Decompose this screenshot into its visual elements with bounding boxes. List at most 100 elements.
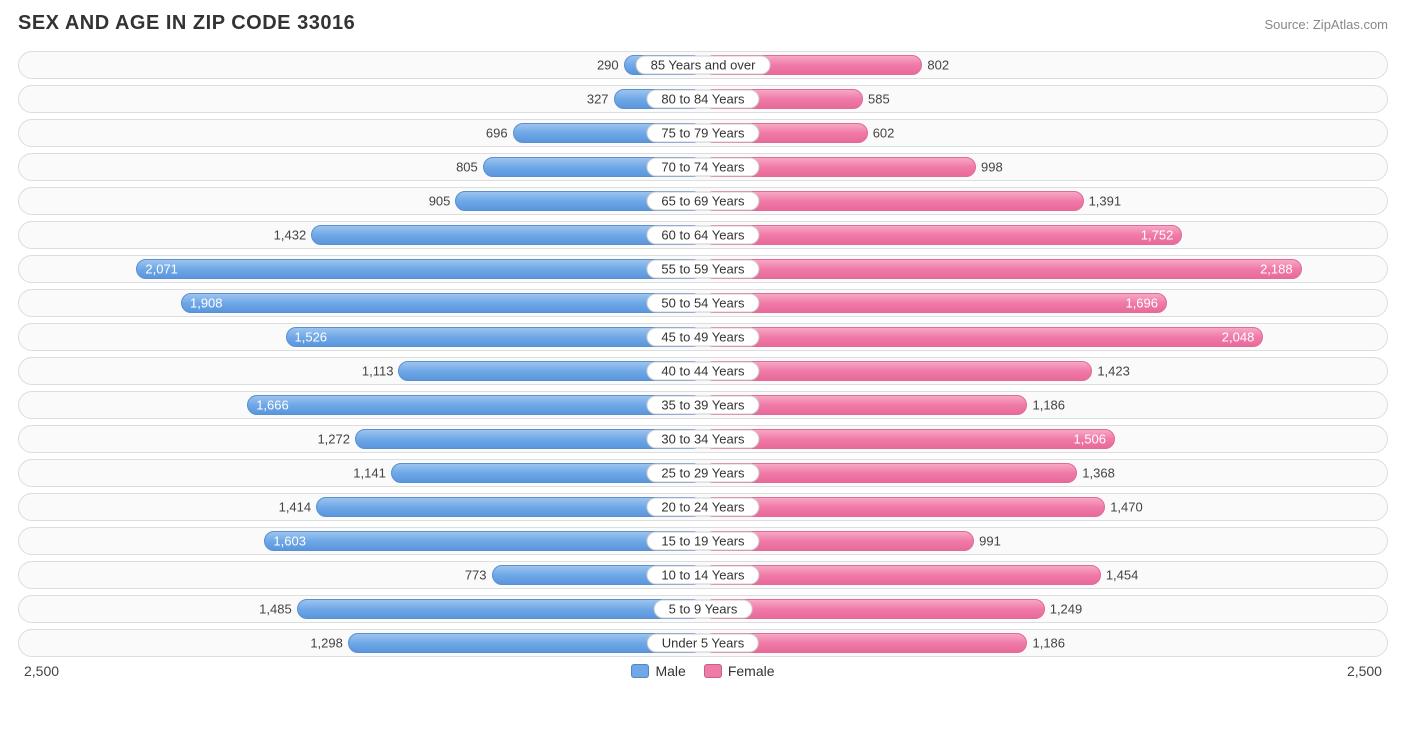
- pyramid-row: 327 585 80 to 84 Years: [18, 85, 1388, 113]
- pyramid-row: 1,1131,42340 to 44 Years: [18, 357, 1388, 385]
- male-bar: 1,603: [264, 531, 703, 551]
- male-value-label: 2,071: [145, 262, 178, 277]
- chart-legend: Male Female: [631, 663, 774, 679]
- pyramid-row: 1,4141,47020 to 24 Years: [18, 493, 1388, 521]
- male-value-label: 1,603: [273, 534, 306, 549]
- population-pyramid-chart: 290 802 85 Years and over 327 585 80 to 84 Ye…: [18, 51, 1388, 657]
- legend-male-label: Male: [655, 663, 685, 679]
- male-bar: 1,432: [311, 225, 703, 245]
- axis-max-left: 2,500: [24, 663, 59, 679]
- pyramid-row: 696 602 75 to 79 Years: [18, 119, 1388, 147]
- female-value-label: 1,470: [1110, 500, 1143, 515]
- age-category-label: 70 to 74 Years: [646, 158, 759, 177]
- female-value-label: 1,368: [1082, 466, 1115, 481]
- female-value-label: 998: [981, 160, 1003, 175]
- female-bar: 1,454: [703, 565, 1101, 585]
- legend-female: Female: [704, 663, 775, 679]
- chart-footer: 2,500 Male Female 2,500: [18, 663, 1388, 679]
- age-category-label: 10 to 14 Years: [646, 566, 759, 585]
- female-value-label: 1,391: [1089, 194, 1122, 209]
- age-category-label: Under 5 Years: [647, 634, 759, 653]
- pyramid-row: 1,526 2,048 45 to 49 Years: [18, 323, 1388, 351]
- male-bar: 1,414: [316, 497, 703, 517]
- male-value-label: 1,485: [259, 602, 292, 617]
- age-category-label: 55 to 59 Years: [646, 260, 759, 279]
- age-category-label: 20 to 24 Years: [646, 498, 759, 517]
- pyramid-row: 7731,45410 to 14 Years: [18, 561, 1388, 589]
- pyramid-row: 1,60399115 to 19 Years: [18, 527, 1388, 555]
- female-bar: 1,470: [703, 497, 1105, 517]
- legend-male: Male: [631, 663, 685, 679]
- chart-source: Source: ZipAtlas.com: [1264, 17, 1388, 32]
- female-value-label: 1,752: [1141, 228, 1174, 243]
- pyramid-row: 1,1411,36825 to 29 Years: [18, 459, 1388, 487]
- female-bar: 1,391: [703, 191, 1084, 211]
- male-bar: 1,666: [247, 395, 703, 415]
- male-swatch-icon: [631, 664, 649, 678]
- male-value-label: 905: [429, 194, 451, 209]
- male-value-label: 1,272: [317, 432, 350, 447]
- male-value-label: 1,432: [274, 228, 307, 243]
- female-value-label: 2,048: [1222, 330, 1255, 345]
- age-category-label: 5 to 9 Years: [654, 600, 753, 619]
- female-bar: 1,423: [703, 361, 1092, 381]
- pyramid-row: 805 998 70 to 74 Years: [18, 153, 1388, 181]
- age-category-label: 15 to 19 Years: [646, 532, 759, 551]
- female-value-label: 1,423: [1097, 364, 1130, 379]
- male-value-label: 696: [486, 126, 508, 141]
- pyramid-row: 1,432 1,752 60 to 64 Years: [18, 221, 1388, 249]
- male-value-label: 1,414: [279, 500, 312, 515]
- age-category-label: 85 Years and over: [636, 56, 771, 75]
- male-value-label: 290: [597, 58, 619, 73]
- female-bar: 1,752: [703, 225, 1182, 245]
- male-value-label: 773: [465, 568, 487, 583]
- age-category-label: 75 to 79 Years: [646, 124, 759, 143]
- female-value-label: 2,188: [1260, 262, 1293, 277]
- male-bar: 1,526: [286, 327, 704, 347]
- age-category-label: 35 to 39 Years: [646, 396, 759, 415]
- pyramid-row: 1,272 1,506 30 to 34 Years: [18, 425, 1388, 453]
- axis-max-right: 2,500: [1347, 663, 1382, 679]
- male-value-label: 1,526: [295, 330, 328, 345]
- female-bar: 2,048: [703, 327, 1263, 347]
- pyramid-row: 1,908 1,696 50 to 54 Years: [18, 289, 1388, 317]
- pyramid-row: 2,071 2,188 55 to 59 Years: [18, 255, 1388, 283]
- female-value-label: 1,454: [1106, 568, 1139, 583]
- chart-title: SEX AND AGE IN ZIP CODE 33016: [18, 12, 355, 35]
- male-bar: 1,485: [297, 599, 703, 619]
- female-value-label: 1,186: [1032, 636, 1065, 651]
- male-bar: 1,908: [181, 293, 703, 313]
- female-value-label: 602: [873, 126, 895, 141]
- female-value-label: 1,249: [1050, 602, 1083, 617]
- chart-header: SEX AND AGE IN ZIP CODE 33016 Source: Zi…: [18, 12, 1388, 35]
- male-value-label: 1,113: [362, 364, 394, 379]
- male-value-label: 327: [587, 92, 609, 107]
- legend-female-label: Female: [728, 663, 775, 679]
- female-bar: 1,249: [703, 599, 1045, 619]
- pyramid-row: 1,298 1,186 Under 5 Years: [18, 629, 1388, 657]
- male-value-label: 1,908: [190, 296, 223, 311]
- age-category-label: 40 to 44 Years: [646, 362, 759, 381]
- female-value-label: 802: [927, 58, 949, 73]
- age-category-label: 30 to 34 Years: [646, 430, 759, 449]
- age-category-label: 60 to 64 Years: [646, 226, 759, 245]
- pyramid-row: 1,666 1,186 35 to 39 Years: [18, 391, 1388, 419]
- male-value-label: 1,141: [353, 466, 386, 481]
- female-value-label: 585: [868, 92, 890, 107]
- male-bar: 2,071: [136, 259, 703, 279]
- age-category-label: 50 to 54 Years: [646, 294, 759, 313]
- male-value-label: 1,666: [256, 398, 289, 413]
- female-bar: 1,696: [703, 293, 1167, 313]
- male-value-label: 1,298: [310, 636, 343, 651]
- age-category-label: 45 to 49 Years: [646, 328, 759, 347]
- female-value-label: 1,186: [1032, 398, 1065, 413]
- pyramid-row: 290 802 85 Years and over: [18, 51, 1388, 79]
- female-bar: 2,188: [703, 259, 1302, 279]
- female-bar: 1,506: [703, 429, 1115, 449]
- age-category-label: 80 to 84 Years: [646, 90, 759, 109]
- female-swatch-icon: [704, 664, 722, 678]
- female-value-label: 1,506: [1073, 432, 1106, 447]
- female-value-label: 1,696: [1125, 296, 1158, 311]
- age-category-label: 65 to 69 Years: [646, 192, 759, 211]
- male-value-label: 805: [456, 160, 478, 175]
